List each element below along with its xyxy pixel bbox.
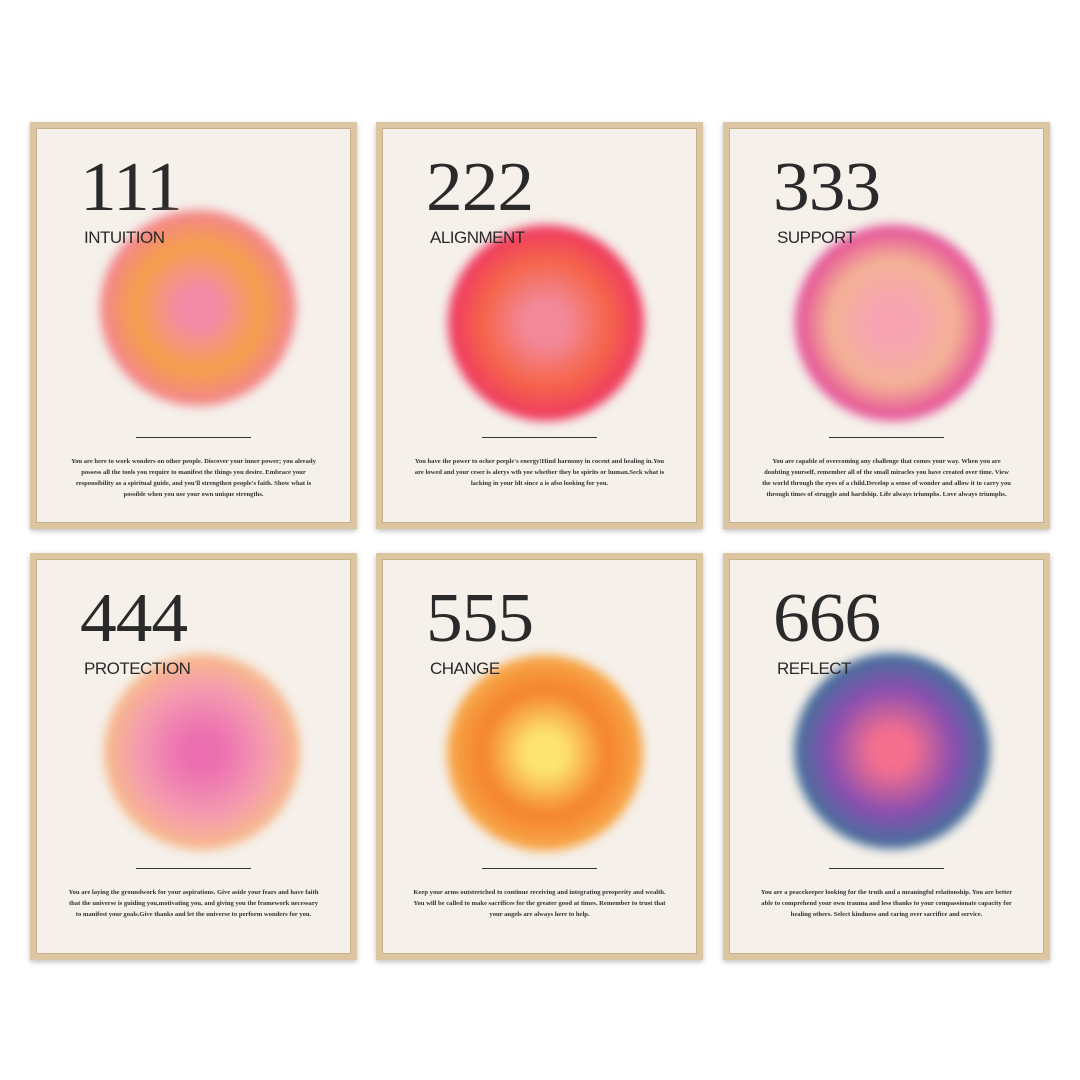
poster-222: 222 ALIGNMENT You have the power to oche… bbox=[376, 122, 703, 529]
divider-line bbox=[482, 437, 597, 438]
gradient-orb bbox=[448, 225, 644, 421]
poster-444: 444 PROTECTION You are laying the ground… bbox=[30, 553, 357, 960]
poster-number: 555 bbox=[426, 580, 534, 657]
poster-description: You are here to work wonders on other pe… bbox=[71, 458, 316, 498]
poster-description: You are capable of overcoming any challe… bbox=[762, 458, 1011, 498]
poster-number: 666 bbox=[773, 580, 881, 657]
divider-line bbox=[482, 868, 597, 869]
poster-description: You have the power to ocher peeple's ene… bbox=[414, 458, 665, 487]
gradient-orb bbox=[795, 225, 991, 421]
poster-555: 555 CHANGE Keep your arms outstretched t… bbox=[376, 553, 703, 960]
divider-line bbox=[136, 437, 251, 438]
poster-title: ALIGNMENT bbox=[430, 228, 525, 247]
gradient-orb bbox=[794, 653, 990, 849]
poster-111: 111 INTUITION You are here to work wonde… bbox=[30, 122, 357, 529]
poster-number: 222 bbox=[426, 149, 534, 226]
poster-description: You are laying the groundwork for your a… bbox=[68, 889, 319, 918]
poster-number: 333 bbox=[773, 149, 881, 226]
poster-title: PROTECTION bbox=[84, 659, 191, 678]
poster-description: Keep your arms outstretched to continue … bbox=[413, 889, 666, 918]
poster-title: INTUITION bbox=[84, 228, 165, 247]
poster-title: SUPPORT bbox=[777, 228, 856, 247]
divider-line bbox=[829, 868, 944, 869]
divider-line bbox=[136, 868, 251, 869]
gradient-orb bbox=[104, 654, 300, 850]
poster-title: CHANGE bbox=[430, 659, 500, 678]
poster-333: 333 SUPPORT You are capable of overcomin… bbox=[723, 122, 1050, 529]
poster-description: You are a peacekeeper looking for the tr… bbox=[760, 889, 1013, 918]
gradient-orb bbox=[447, 655, 643, 851]
poster-666: 666 REFLECT You are a peacekeeper lookin… bbox=[723, 553, 1050, 960]
poster-number: 111 bbox=[80, 149, 183, 226]
gradient-orb bbox=[100, 210, 296, 406]
divider-line bbox=[829, 437, 944, 438]
poster-title: REFLECT bbox=[777, 659, 851, 678]
poster-number: 444 bbox=[80, 580, 188, 657]
